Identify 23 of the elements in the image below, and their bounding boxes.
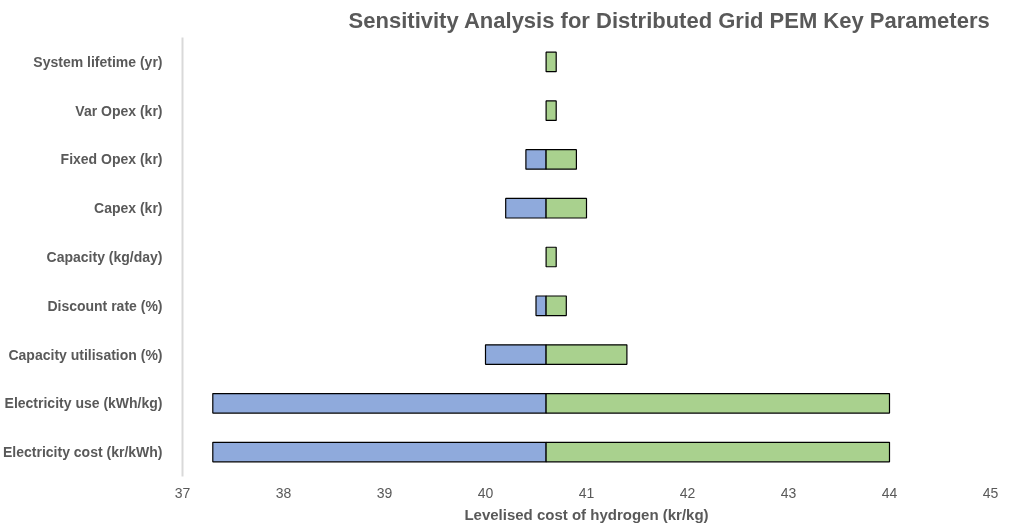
x-tick-label: 44 xyxy=(881,484,898,501)
y-tick-label: Capex (kr) xyxy=(94,200,163,217)
y-tick-label: Capacity (kg/day) xyxy=(46,249,163,265)
bar xyxy=(545,100,557,122)
y-tick-label: Electricity use (kWh/kg) xyxy=(4,395,163,412)
chart-title: Sensitivity Analysis for Distributed Grid PEM Key Parameters xyxy=(348,7,990,33)
x-tick-label: 41 xyxy=(578,484,595,501)
x-axis-title: Levelised cost of hydrogen (kr/kg) xyxy=(464,505,709,523)
x-tick-label: 45 xyxy=(982,484,999,501)
x-tick-label: 42 xyxy=(679,484,696,501)
x-tick-label: 39 xyxy=(376,484,393,501)
x-tick-label: 38 xyxy=(275,484,292,501)
y-tick-label: Capacity utilisation (%) xyxy=(8,346,163,363)
y-tick-label: Electricity cost (kr/kWh) xyxy=(3,444,163,461)
y-tick-label: System lifetime (yr) xyxy=(33,53,163,70)
x-tick-label: 40 xyxy=(477,484,494,501)
y-tick-label: Discount rate (%) xyxy=(47,297,163,314)
bar xyxy=(545,51,557,73)
x-tick-label: 43 xyxy=(780,484,797,501)
bar xyxy=(545,246,557,268)
x-tick-label: 37 xyxy=(174,484,191,501)
y-tick-label: Var Opex (kr) xyxy=(75,102,163,119)
y-tick-label: Fixed Opex (kr) xyxy=(60,151,163,168)
